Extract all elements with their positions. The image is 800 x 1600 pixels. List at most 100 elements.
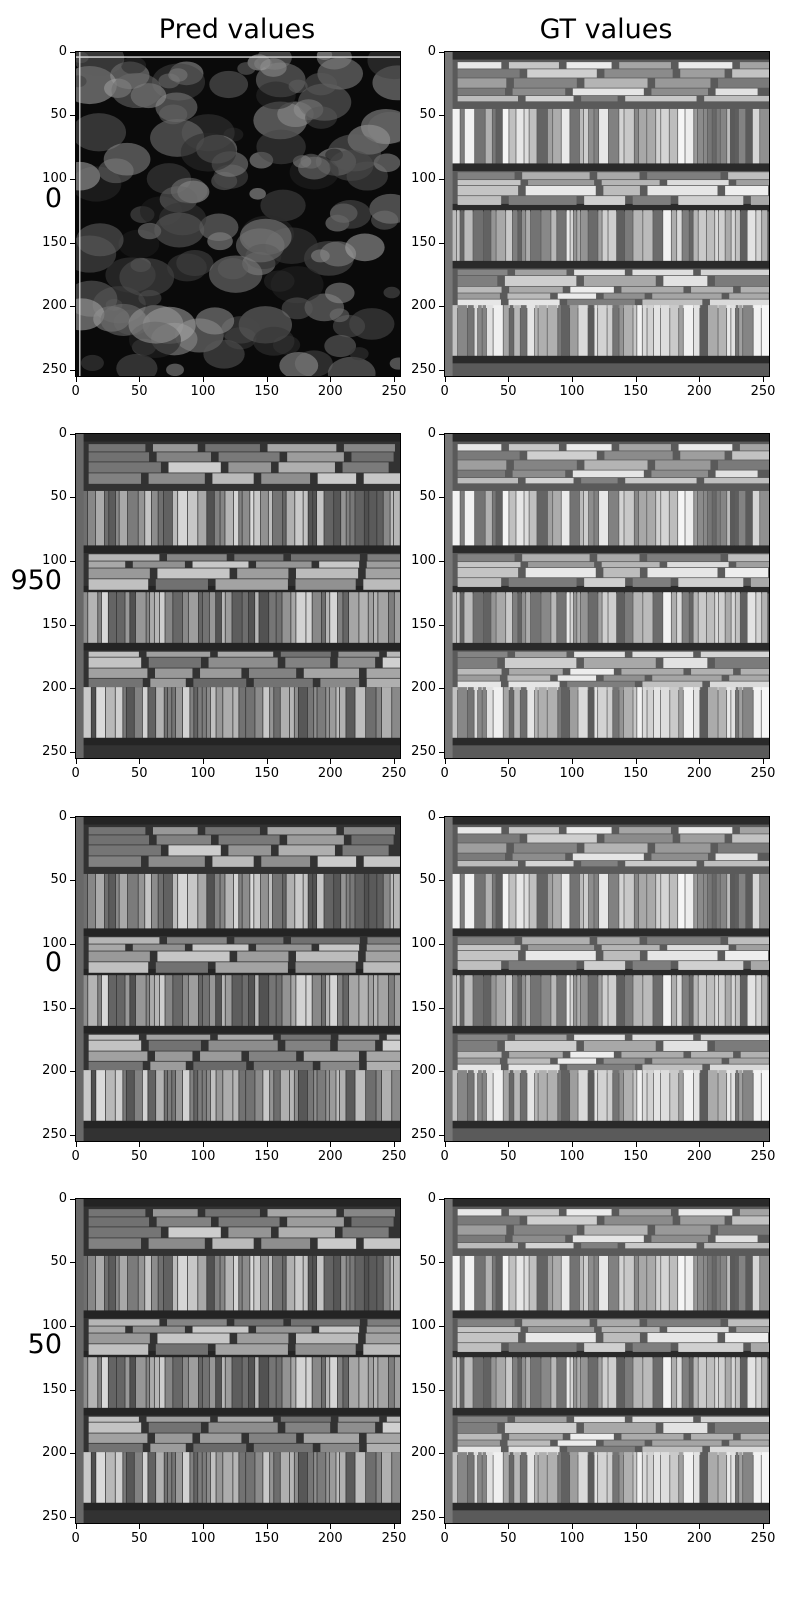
x-tick-mark: [571, 1524, 573, 1529]
pred-image-panel-2: [75, 816, 401, 1142]
x-tick-label: 50: [500, 384, 517, 399]
y-tick-label: 200: [42, 298, 67, 314]
y-tick-mark: [439, 1007, 444, 1009]
y-tick-mark: [70, 1262, 75, 1264]
y-tick-mark: [70, 688, 75, 690]
y-tick-label: 100: [411, 170, 436, 186]
x-tick-label: 150: [623, 1149, 649, 1164]
x-tick-label: 150: [254, 384, 280, 399]
y-tick-mark: [439, 1262, 444, 1264]
y-tick-label: 250: [411, 1126, 436, 1142]
x-tick-mark: [139, 759, 141, 764]
x-tick-mark: [393, 1142, 395, 1147]
x-tick-label: 200: [686, 384, 712, 399]
y-tick-mark: [439, 560, 444, 562]
y-tick-label: 50: [50, 489, 67, 505]
x-tick-label: 0: [440, 1531, 449, 1546]
x-tick-label: 200: [317, 384, 343, 399]
col-title-pred: Pred values: [158, 14, 316, 45]
x-tick-mark: [75, 1142, 77, 1147]
y-tick-label: 250: [42, 361, 67, 377]
x-tick-label: 250: [750, 766, 776, 781]
x-tick-label: 200: [686, 766, 712, 781]
y-tick-label: 200: [42, 1063, 67, 1079]
y-tick-mark: [439, 816, 444, 818]
y-tick-mark: [439, 1325, 444, 1327]
gt-image-panel-2: [444, 816, 770, 1142]
x-tick-mark: [635, 1524, 637, 1529]
y-tick-mark: [439, 369, 444, 371]
y-tick-label: 100: [42, 552, 67, 568]
x-tick-mark: [571, 759, 573, 764]
y-tick-label: 250: [42, 1126, 67, 1142]
x-tick-mark: [699, 759, 701, 764]
x-tick-mark: [444, 1524, 446, 1529]
y-tick-mark: [439, 497, 444, 499]
x-tick-mark: [508, 377, 510, 382]
x-tick-label: 50: [500, 766, 517, 781]
y-tick-mark: [70, 1198, 75, 1200]
y-tick-label: 0: [58, 1190, 67, 1206]
y-tick-label: 50: [50, 107, 67, 123]
x-tick-mark: [202, 377, 204, 382]
y-tick-mark: [439, 115, 444, 117]
pred-image-panel-0: [75, 51, 401, 377]
y-tick-label: 150: [411, 616, 436, 632]
x-tick-label: 250: [381, 1531, 407, 1546]
x-tick-mark: [571, 377, 573, 382]
y-tick-mark: [439, 1198, 444, 1200]
x-tick-mark: [266, 1142, 268, 1147]
gt-image-panel-3: [444, 1198, 770, 1524]
y-tick-mark: [70, 1134, 75, 1136]
x-tick-label: 100: [559, 384, 585, 399]
x-tick-label: 250: [750, 1531, 776, 1546]
y-tick-mark: [70, 369, 75, 371]
y-tick-label: 250: [42, 1508, 67, 1524]
x-tick-label: 150: [623, 766, 649, 781]
x-tick-mark: [266, 759, 268, 764]
x-tick-mark: [699, 377, 701, 382]
x-tick-mark: [330, 1524, 332, 1529]
y-tick-label: 250: [42, 743, 67, 759]
y-tick-label: 0: [427, 43, 436, 59]
x-tick-mark: [635, 759, 637, 764]
y-tick-mark: [439, 943, 444, 945]
x-tick-mark: [762, 377, 764, 382]
y-tick-mark: [70, 1325, 75, 1327]
y-tick-mark: [70, 1389, 75, 1391]
x-tick-label: 200: [317, 766, 343, 781]
y-tick-mark: [70, 751, 75, 753]
y-tick-label: 50: [419, 872, 436, 888]
pred-image-panel-3: [75, 1198, 401, 1524]
x-tick-label: 0: [71, 766, 80, 781]
y-tick-label: 50: [419, 107, 436, 123]
row-label-0: 0: [44, 183, 62, 214]
y-tick-mark: [439, 751, 444, 753]
x-tick-mark: [202, 1524, 204, 1529]
y-tick-label: 150: [42, 616, 67, 632]
x-tick-label: 50: [131, 1149, 148, 1164]
x-tick-mark: [444, 1142, 446, 1147]
y-tick-label: 100: [411, 1317, 436, 1333]
x-tick-label: 200: [317, 1531, 343, 1546]
y-tick-mark: [70, 1453, 75, 1455]
x-tick-mark: [508, 1142, 510, 1147]
y-tick-label: 150: [411, 234, 436, 250]
x-tick-label: 50: [500, 1149, 517, 1164]
y-tick-mark: [70, 433, 75, 435]
x-tick-mark: [266, 377, 268, 382]
pred-image-panel-1: [75, 433, 401, 759]
y-tick-label: 250: [411, 361, 436, 377]
y-tick-label: 100: [42, 935, 67, 951]
x-tick-mark: [762, 1524, 764, 1529]
y-tick-label: 100: [411, 935, 436, 951]
y-tick-label: 200: [411, 1445, 436, 1461]
y-tick-mark: [439, 178, 444, 180]
x-tick-label: 100: [190, 1149, 216, 1164]
y-tick-mark: [439, 880, 444, 882]
y-tick-label: 150: [42, 234, 67, 250]
x-tick-label: 0: [440, 1149, 449, 1164]
x-tick-label: 150: [254, 1149, 280, 1164]
y-tick-mark: [70, 178, 75, 180]
x-tick-label: 100: [559, 1531, 585, 1546]
